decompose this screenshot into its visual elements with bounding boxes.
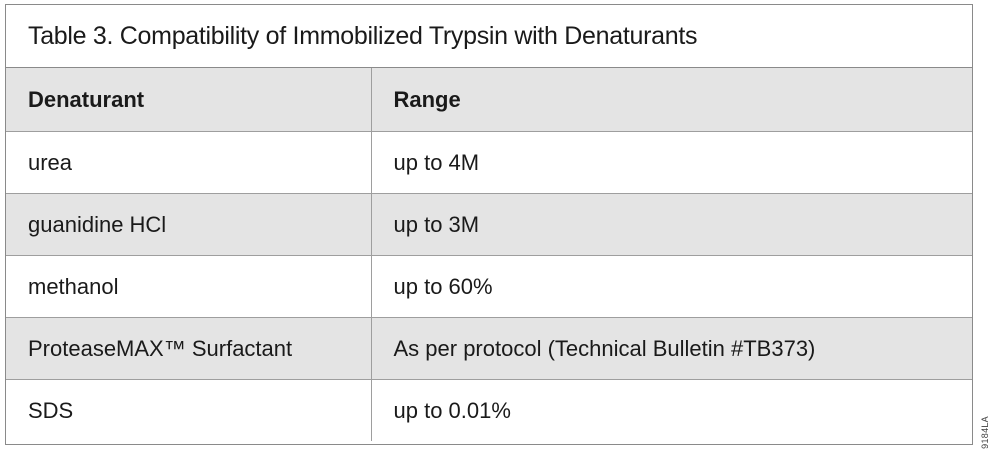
table-title: Table 3. Compatibility of Immobilized Tr… <box>6 5 972 68</box>
table-row-sds: SDS up to 0.01% <box>6 379 972 441</box>
cell-denaturant: SDS <box>6 379 371 441</box>
cell-range: up to 3M <box>370 193 972 256</box>
cell-denaturant: ProteaseMAX™ Surfactant <box>6 317 371 380</box>
table-row-proteasemax-surfactant: ProteaseMAX™ Surfactant As per protocol … <box>6 317 972 380</box>
table-row-guanidine-hcl: guanidine HCl up to 3M <box>6 193 972 256</box>
column-header-range: Range <box>370 68 972 132</box>
cell-range: up to 60% <box>370 255 972 318</box>
column-header-denaturant: Denaturant <box>6 68 371 132</box>
table-row-urea: urea up to 4M <box>6 131 972 194</box>
cell-range: As per protocol (Technical Bulletin #TB3… <box>370 317 972 380</box>
cell-denaturant: guanidine HCl <box>6 193 371 256</box>
cell-range: up to 4M <box>370 131 972 194</box>
denaturant-table: Denaturant Range urea up to 4M guanidine… <box>6 68 972 441</box>
cell-denaturant: urea <box>6 131 371 194</box>
table-row-methanol: methanol up to 60% <box>6 255 972 318</box>
cell-range: up to 0.01% <box>370 379 972 441</box>
cell-denaturant: methanol <box>6 255 371 318</box>
figure-code: 9184LA <box>980 416 990 449</box>
compatibility-table-frame: Table 3. Compatibility of Immobilized Tr… <box>5 4 973 445</box>
header-row: Denaturant Range <box>6 68 972 132</box>
